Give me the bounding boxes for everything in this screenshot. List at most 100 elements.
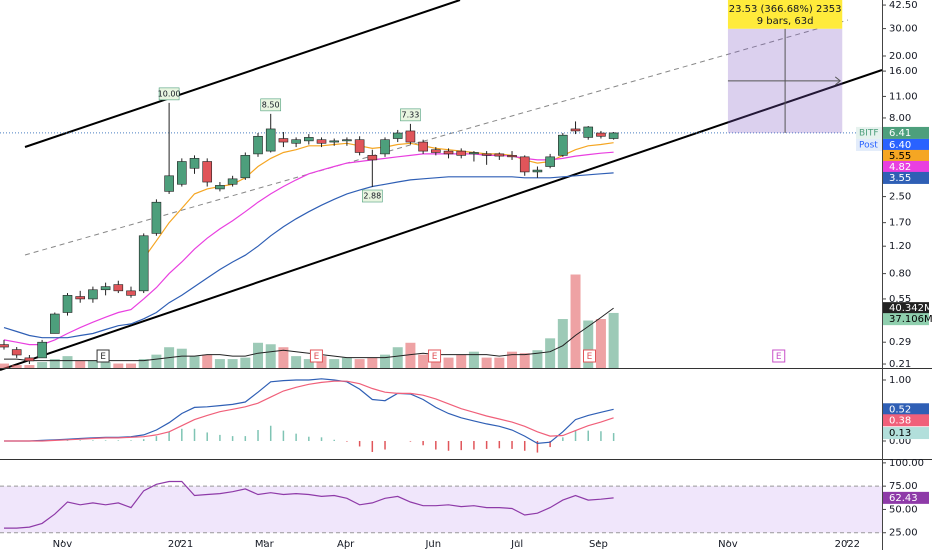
- x-tick-label: Sep: [589, 539, 608, 550]
- histogram-bar: [435, 440, 437, 450]
- volume-bar: [557, 319, 568, 368]
- post-label-box: [856, 138, 882, 151]
- x-tick-label: Jul: [510, 539, 523, 550]
- trend-line: [24, 0, 461, 148]
- candle-body: [570, 128, 581, 132]
- volume-bar: [253, 342, 264, 368]
- post-price-badge-box: [883, 138, 929, 151]
- high-low-badge: [260, 98, 282, 112]
- volume-bar: [49, 359, 60, 368]
- volume-bar: [545, 338, 556, 368]
- candle-body: [380, 139, 390, 155]
- candle-body: [494, 153, 505, 157]
- x-tick-label: Nov: [53, 539, 73, 550]
- histogram-bar: [269, 425, 272, 441]
- candle-body: [62, 295, 73, 313]
- x-tick-label: Nov: [718, 539, 738, 550]
- volume-bar: [24, 365, 35, 368]
- candle-body: [583, 126, 594, 138]
- histogram-bar: [79, 440, 81, 441]
- y-tick-label: 2.50: [889, 192, 911, 203]
- candle-body: [418, 141, 428, 152]
- histogram-bar: [574, 430, 577, 441]
- y-tick-label: 50.00: [889, 504, 918, 515]
- candle-body: [469, 152, 479, 155]
- candle-body: [100, 286, 111, 291]
- y-tick-label: 0.80: [889, 269, 911, 280]
- x-tick-label: Apr: [337, 539, 355, 550]
- volume-bar: [583, 320, 594, 368]
- volume-bar: [519, 353, 530, 368]
- histogram-bar: [219, 434, 221, 441]
- candle-body: [558, 134, 568, 156]
- histogram-bar: [231, 436, 234, 441]
- histogram-badge: 0.13: [889, 428, 911, 439]
- candle-body: [227, 178, 238, 185]
- volume-bar: [443, 357, 454, 368]
- y-tick-label: 0.21: [889, 359, 911, 370]
- candle-body: [342, 139, 352, 142]
- y-tick-label: 0.29: [889, 337, 911, 348]
- histogram-badge-box: [883, 427, 929, 440]
- earnings-marker: [772, 349, 786, 363]
- post-price-badge: 6.40: [889, 140, 911, 151]
- volume-bar: [214, 359, 225, 368]
- volume-ma-badge: 40.342M: [889, 303, 932, 314]
- candle-body: [367, 155, 378, 161]
- volume-bar: [418, 354, 429, 368]
- candle-body: [431, 149, 441, 153]
- volume-bar: [0, 363, 10, 368]
- histogram-bar: [409, 440, 412, 442]
- ma-badge: 4.82: [889, 162, 911, 173]
- y-tick-label: 30.00: [889, 24, 918, 35]
- candle-body: [215, 185, 225, 190]
- symbol-label: BITF: [859, 128, 879, 138]
- measure-label: 23.53 (366.68%) 2353: [729, 4, 842, 15]
- y-tick-label: 100.00: [889, 458, 924, 469]
- candle-body: [24, 357, 35, 362]
- histogram-bar: [562, 437, 564, 441]
- candle-body: [443, 150, 454, 155]
- volume-bar: [392, 347, 403, 368]
- histogram-bar: [320, 437, 323, 441]
- last-price-badge: 6.41: [889, 128, 911, 139]
- histogram-bar: [308, 436, 310, 441]
- histogram-bar: [104, 440, 107, 441]
- histogram-bar: [460, 440, 462, 451]
- y-tick-label: 20.00: [889, 51, 918, 62]
- indicator-badge: 0.38: [889, 415, 911, 426]
- candle-body: [405, 130, 416, 143]
- histogram-bar: [168, 431, 170, 441]
- candle-body: [151, 201, 162, 234]
- indicator-line: [4, 480, 614, 529]
- volume-bar: [240, 357, 251, 368]
- histogram-bar: [155, 436, 158, 441]
- candle-body: [138, 235, 149, 292]
- candle-body: [202, 161, 213, 183]
- y-tick-label: 1.00: [889, 375, 911, 386]
- symbol-box: [856, 126, 882, 139]
- volume-bar: [11, 365, 22, 368]
- volume-bar: [100, 362, 111, 368]
- earnings-label: E: [776, 352, 782, 362]
- ma-badge-box: [883, 160, 929, 173]
- histogram-bar: [130, 440, 132, 441]
- volume-bar: [202, 354, 213, 368]
- volume-ma-badge-box: [883, 302, 929, 315]
- volume-bar: [405, 342, 416, 368]
- volume-bar: [354, 359, 365, 368]
- candle-body: [113, 284, 124, 292]
- volume-bar: [507, 351, 518, 368]
- histogram-bar: [384, 440, 386, 450]
- candle-body: [240, 155, 251, 179]
- volume-bar: [341, 357, 352, 368]
- x-tick-label: 2021: [168, 539, 193, 550]
- volume-bar: [367, 357, 378, 368]
- histogram-bar: [587, 430, 589, 441]
- volume-bar: [227, 359, 238, 368]
- candle-body: [392, 132, 403, 139]
- histogram-bar: [371, 440, 374, 452]
- candle-body: [329, 140, 340, 143]
- histogram-bar: [181, 428, 183, 441]
